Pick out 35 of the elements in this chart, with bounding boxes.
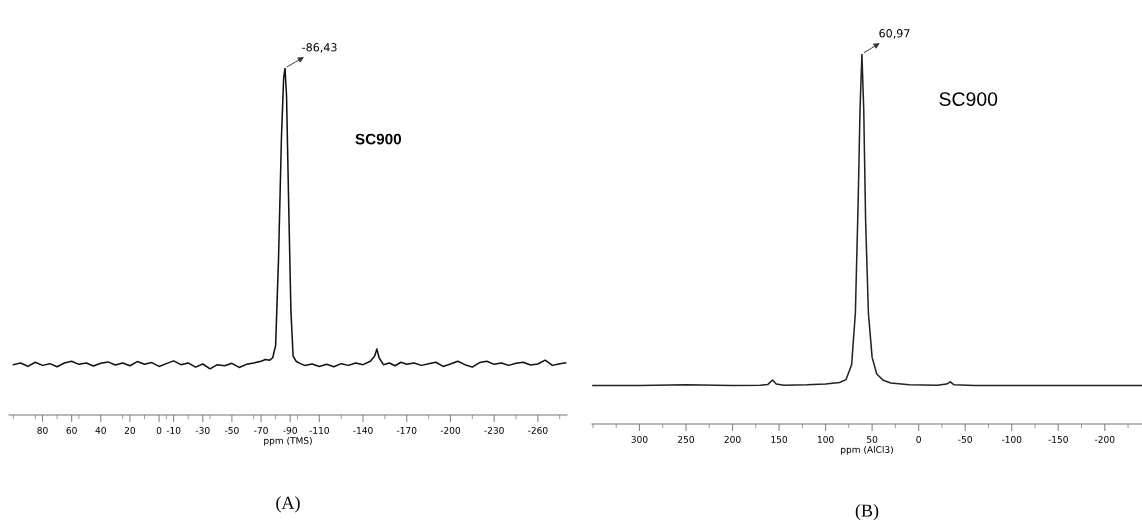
x-tick-label: -90 — [283, 426, 297, 434]
x-tick-label: -30 — [195, 426, 210, 434]
x-tick-label: 250 — [678, 435, 695, 443]
x-tick-label: -200 — [1094, 435, 1115, 443]
x-tick-label: 200 — [724, 435, 741, 443]
x-tick-label: 50 — [867, 435, 878, 443]
x-tick-label: 20 — [124, 426, 136, 434]
x-tick-label: 0 — [156, 426, 162, 434]
x-tick-label: -260 — [528, 426, 548, 434]
x-tick-label: -150 — [1048, 435, 1068, 443]
x-tick-label: -10 — [166, 426, 181, 434]
x-tick-label: 0 — [916, 435, 921, 443]
x-tick-label: -170 — [396, 426, 417, 434]
x-tick-label: 80 — [37, 426, 48, 434]
annotation: 60,97 — [879, 29, 910, 39]
x-tick-label: -50 — [224, 426, 239, 434]
x-tick-label: -50 — [958, 435, 972, 443]
annotation: SC900 — [355, 133, 402, 145]
x-tick-label: -230 — [484, 426, 504, 434]
x-tick-label: 100 — [817, 435, 834, 443]
x-tick-label: 150 — [771, 435, 788, 443]
annotation: SC900 — [939, 92, 998, 106]
x-axis-title: ppm (AlCl3) — [841, 445, 893, 455]
x-tick-label: 40 — [95, 426, 106, 434]
x-tick-label: -110 — [309, 426, 329, 434]
x-tick-label: -100 — [1001, 435, 1022, 443]
text: (B) — [855, 503, 879, 521]
annotation: -86,43 — [302, 43, 337, 53]
x-tick-label: -140 — [353, 426, 373, 434]
x-tick-label: -200 — [440, 426, 461, 434]
x-tick-label: 300 — [631, 435, 648, 443]
x-tick-label: -70 — [254, 426, 268, 434]
x-tick-label: 60 — [66, 426, 77, 434]
text: (A) — [276, 496, 300, 513]
x-axis-title: ppm (TMS) — [264, 436, 312, 446]
